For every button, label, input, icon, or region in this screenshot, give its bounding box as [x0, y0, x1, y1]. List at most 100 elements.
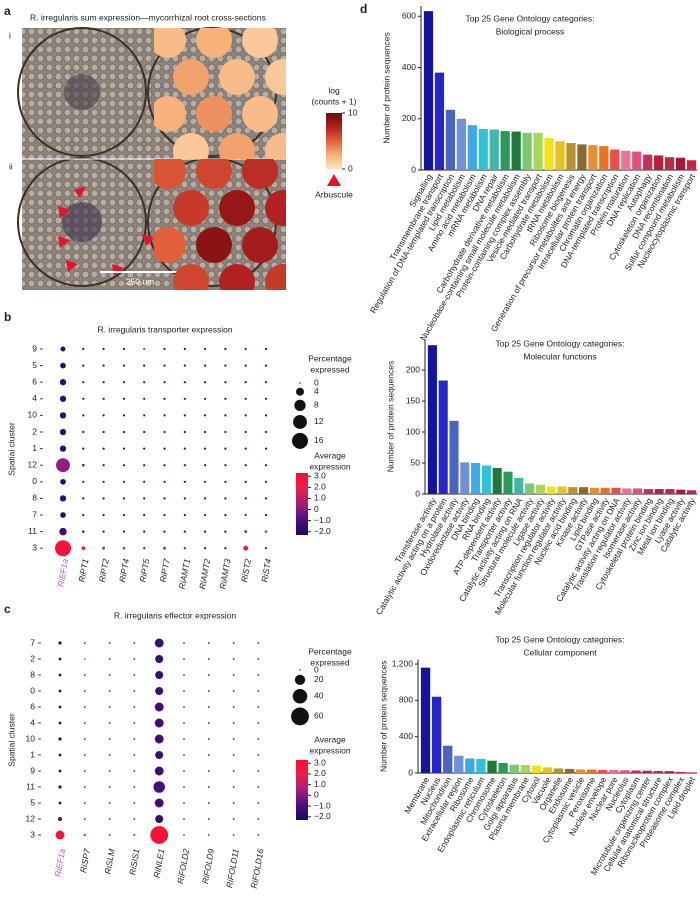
bar [632, 151, 642, 170]
dot [82, 430, 85, 434]
dot [155, 671, 164, 679]
dot [83, 690, 86, 692]
dot [122, 546, 126, 550]
axis-title: Number of protein sequences [381, 32, 391, 144]
dot [83, 786, 86, 788]
dot [244, 397, 247, 400]
bar [509, 764, 519, 773]
dot [207, 786, 210, 788]
dot [257, 706, 260, 708]
bar [564, 768, 575, 773]
dot [183, 347, 186, 351]
bar [471, 463, 481, 494]
dot [108, 818, 111, 820]
dot [108, 834, 111, 836]
dot [244, 447, 247, 450]
size-legend-dot [299, 382, 301, 384]
spot [154, 28, 186, 58]
spot [265, 59, 286, 95]
dot [83, 642, 86, 644]
dot [257, 754, 260, 756]
dot [58, 689, 62, 693]
dot [163, 381, 166, 384]
legend-title: expressed [310, 657, 349, 667]
dot [133, 722, 136, 724]
legend-title: Percentage [308, 353, 352, 363]
dot [59, 379, 67, 386]
dot [232, 802, 235, 804]
colorbar-tick-label: −1.0 [314, 515, 331, 525]
dot [58, 737, 62, 741]
dot [56, 458, 70, 473]
dot [163, 414, 166, 417]
bar [664, 157, 675, 170]
dot [207, 818, 210, 820]
bar [643, 489, 653, 494]
x-tick-label: RiPT5 [137, 558, 151, 583]
dot [82, 513, 85, 517]
dot [102, 546, 106, 550]
dot [183, 786, 185, 788]
dot [232, 770, 235, 772]
size-legend-dot [294, 399, 306, 412]
dot [133, 833, 136, 837]
dot [55, 540, 71, 557]
panel-label: a [4, 4, 11, 18]
y-tick-label: 6 [32, 376, 37, 386]
axis-title: Spatial cluster [6, 422, 16, 476]
bar [478, 129, 488, 170]
dot [183, 464, 186, 467]
dot [183, 834, 185, 836]
dot [82, 364, 85, 367]
bar [642, 770, 652, 773]
y-tick-label: 9 [30, 765, 35, 775]
dot [102, 497, 105, 500]
bar [664, 771, 674, 773]
dot [133, 674, 136, 676]
y-tick-label: 0 [411, 164, 416, 174]
y-tick-label: 400 [402, 62, 416, 72]
bar [531, 765, 541, 773]
spot [173, 190, 209, 226]
dot [183, 642, 185, 644]
size-legend-label: 16 [314, 435, 324, 445]
dot [264, 381, 268, 384]
bar [587, 769, 597, 773]
spot [242, 159, 278, 189]
dot [122, 513, 125, 517]
dot [204, 547, 207, 550]
dot [102, 397, 105, 400]
dot [257, 802, 260, 804]
x-tick-label: RiNLE1 [151, 848, 166, 879]
bar [643, 154, 653, 170]
bar [675, 157, 686, 170]
spot [173, 264, 209, 290]
spot [242, 227, 278, 263]
bar [609, 770, 619, 773]
dot [232, 754, 235, 756]
panel-label: c [4, 602, 11, 616]
bar [431, 696, 442, 773]
bar [576, 769, 586, 773]
spot [219, 264, 255, 290]
y-tick-label: 100 [406, 426, 420, 436]
y-tick-label: 10 [26, 733, 36, 743]
spot [154, 159, 186, 189]
bar [500, 131, 510, 170]
bar [443, 745, 453, 773]
dot [264, 497, 268, 500]
dot [83, 706, 86, 708]
bar [481, 465, 491, 494]
y-tick-label: 2 [30, 653, 35, 663]
dot [58, 769, 62, 773]
dot [59, 412, 67, 419]
dot [155, 815, 164, 823]
dot [102, 530, 105, 533]
dot [133, 802, 136, 804]
bar [568, 487, 578, 494]
dot [83, 770, 86, 772]
y-tick-label: 0 [30, 685, 35, 695]
dot [204, 364, 207, 367]
size-legend-label: 40 [314, 691, 324, 701]
